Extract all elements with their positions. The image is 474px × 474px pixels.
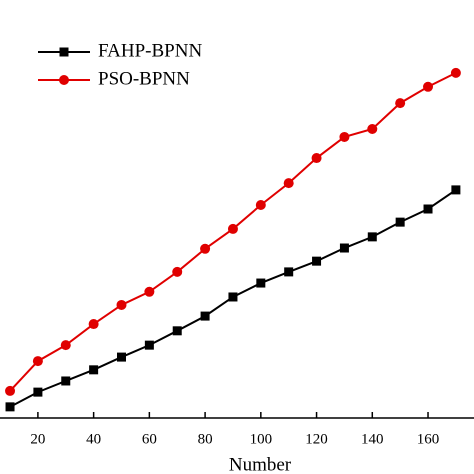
- x-tick-label: 80: [198, 431, 213, 447]
- data-point: [367, 123, 378, 134]
- data-point: [89, 365, 99, 375]
- x-tick-label: 20: [30, 431, 45, 447]
- data-point: [423, 204, 433, 214]
- data-point: [255, 200, 266, 211]
- data-point: [116, 352, 126, 362]
- data-point: [450, 67, 461, 78]
- data-point: [5, 402, 15, 412]
- data-point: [60, 340, 71, 351]
- data-point: [200, 311, 210, 321]
- data-point: [284, 267, 294, 277]
- data-point: [33, 387, 43, 397]
- data-point: [227, 223, 238, 234]
- data-point: [172, 266, 183, 277]
- x-tick-label: 120: [305, 431, 328, 447]
- data-point: [339, 243, 349, 253]
- data-point: [116, 299, 127, 310]
- legend-label: FAHP-BPNN: [98, 40, 202, 61]
- data-point: [311, 153, 322, 164]
- x-tick-label: 40: [86, 431, 101, 447]
- data-point: [339, 131, 350, 142]
- legend-marker: [59, 47, 69, 57]
- x-axis-label: Number: [229, 454, 292, 474]
- data-point: [395, 98, 406, 109]
- data-point: [395, 217, 405, 227]
- x-tick-label: 160: [417, 431, 440, 447]
- data-point: [61, 376, 71, 386]
- data-point: [5, 385, 16, 396]
- data-point: [256, 278, 266, 288]
- x-tick-label: 140: [361, 431, 384, 447]
- data-point: [144, 340, 154, 350]
- data-point: [367, 232, 377, 242]
- legend-label: PSO-BPNN: [98, 68, 190, 89]
- data-point: [144, 286, 155, 297]
- data-point: [32, 356, 43, 367]
- data-point: [200, 243, 211, 254]
- data-point: [88, 319, 99, 330]
- data-point: [172, 326, 182, 336]
- x-tick-label: 60: [142, 431, 157, 447]
- legend-marker: [59, 75, 69, 85]
- data-point: [228, 292, 238, 302]
- data-point: [423, 81, 434, 92]
- data-point: [312, 256, 322, 266]
- x-tick-label: 100: [250, 431, 273, 447]
- data-point: [451, 185, 461, 195]
- data-point: [283, 178, 294, 189]
